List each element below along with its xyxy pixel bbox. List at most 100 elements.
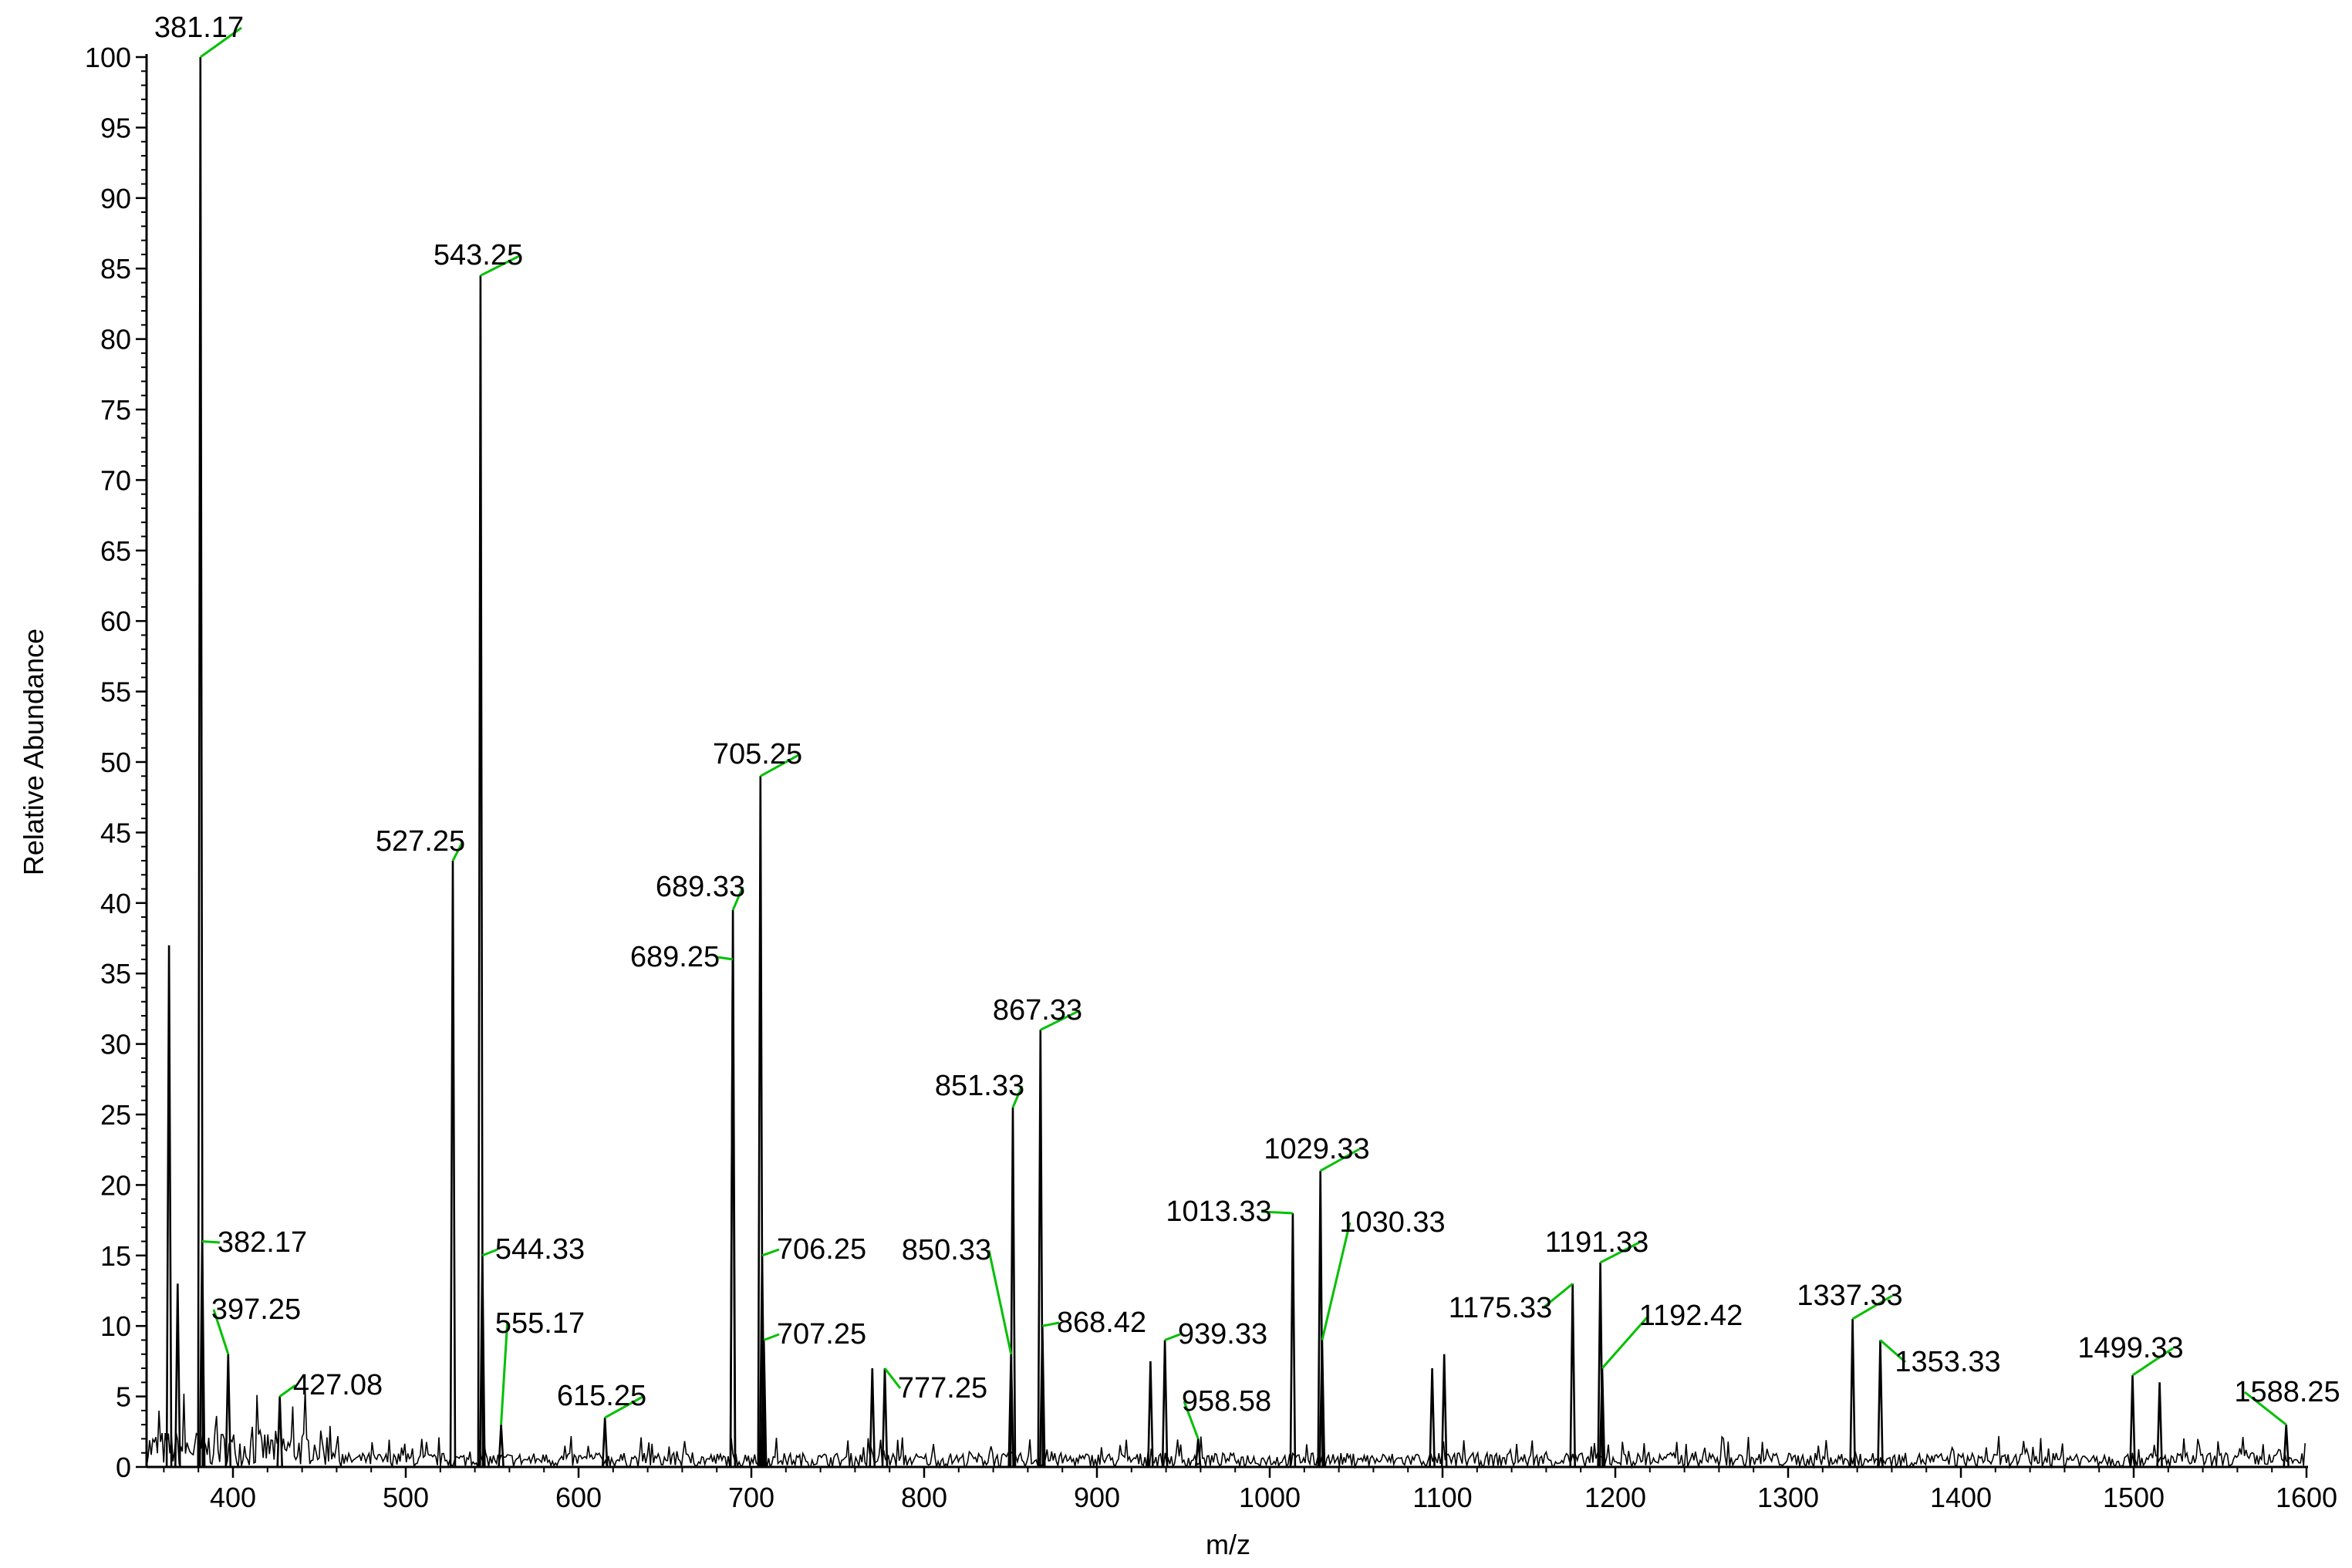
x-tick-label: 1300 xyxy=(1757,1482,1819,1513)
peak-label: 543.25 xyxy=(434,239,523,271)
peak-label-leader xyxy=(451,841,464,862)
peak-1515 xyxy=(2156,1382,2163,1468)
peak-label-leader xyxy=(987,1249,1013,1355)
peak-770 xyxy=(869,1367,876,1468)
peak-label-leader xyxy=(278,1384,296,1398)
y-tick-label: 30 xyxy=(100,1029,131,1061)
y-tick-label: 60 xyxy=(100,605,131,637)
peak-label: 1499.33 xyxy=(2077,1332,2183,1364)
peak-555.17 xyxy=(498,1425,504,1468)
peak-label-leader xyxy=(1041,1321,1060,1327)
x-tick-label: 1200 xyxy=(1584,1482,1646,1513)
peak-label-leader xyxy=(481,1248,498,1257)
peak-label: 1353.33 xyxy=(1895,1346,2000,1378)
peak-label-leader xyxy=(760,753,801,777)
peak-label: 705.25 xyxy=(713,738,802,771)
peak-label-leader xyxy=(199,26,242,59)
peak-1353.33 xyxy=(1877,1340,1884,1468)
peak-958.58 xyxy=(1194,1438,1202,1468)
y-axis-title: Relative Abundance xyxy=(18,629,49,875)
peak-label-leader xyxy=(500,1323,509,1425)
peak-label: 1191.33 xyxy=(1545,1226,1649,1259)
peak-label: 381.17 xyxy=(154,12,244,44)
peak-label: 867.33 xyxy=(993,994,1082,1027)
peak-427.08 xyxy=(276,1396,283,1468)
x-tick-label: 900 xyxy=(1074,1482,1120,1513)
peak-label: 1029.33 xyxy=(1264,1133,1369,1165)
y-tick-label: 65 xyxy=(100,535,131,567)
y-tick-label: 20 xyxy=(100,1169,131,1201)
y-tick-label: 25 xyxy=(100,1099,131,1131)
peak-939.33 xyxy=(1161,1340,1169,1468)
peak-label: 706.25 xyxy=(777,1233,866,1266)
x-tick-label: 800 xyxy=(901,1482,947,1513)
y-tick-label: 80 xyxy=(100,324,131,356)
peak-label-leader xyxy=(1321,1222,1351,1340)
peak-label-leader xyxy=(883,1367,902,1389)
x-tick-label: 1000 xyxy=(1239,1482,1301,1513)
y-tick-label: 50 xyxy=(100,747,131,778)
peak-label-leader xyxy=(1011,1085,1024,1108)
peak-label-leader xyxy=(1319,1148,1360,1172)
peak-label-leader xyxy=(1601,1315,1650,1370)
peak-1094 xyxy=(1429,1367,1436,1468)
x-axis-title: m/z xyxy=(1206,1529,1250,1560)
y-tick-label: 70 xyxy=(100,464,131,496)
peak-1175.33 xyxy=(1569,1283,1576,1468)
y-tick-label: 5 xyxy=(116,1381,131,1413)
peak-label-leader xyxy=(761,1248,780,1257)
peak-label-leader xyxy=(604,1394,645,1419)
peak-label: 939.33 xyxy=(1178,1318,1267,1351)
peak-851.33 xyxy=(1009,1107,1017,1468)
peak-label: 427.08 xyxy=(293,1369,383,1401)
peak-label-leader xyxy=(480,254,521,277)
peak-label: 1030.33 xyxy=(1339,1206,1445,1239)
peak-label: 527.25 xyxy=(376,825,465,858)
y-tick-label: 90 xyxy=(100,183,131,214)
peak-label-leader xyxy=(731,886,744,911)
peak-397.25 xyxy=(224,1354,232,1468)
y-tick-label: 15 xyxy=(100,1240,131,1272)
noise-baseline xyxy=(146,1389,2306,1469)
peak-label: 544.33 xyxy=(495,1233,585,1266)
peak-label: 707.25 xyxy=(777,1318,866,1351)
peak-label: 777.25 xyxy=(898,1372,987,1404)
peak-label-leader xyxy=(1164,1333,1181,1341)
peak-1030.33 xyxy=(1318,1340,1326,1468)
peak-label: 397.25 xyxy=(211,1293,301,1326)
peak-777.25 xyxy=(881,1367,889,1468)
peak-label-leaders xyxy=(199,26,2287,1439)
peak-label-leader xyxy=(201,1240,221,1244)
peak-label: 850.33 xyxy=(902,1234,991,1266)
peak-label-leader xyxy=(1183,1401,1200,1439)
peak-label-leader xyxy=(2131,1347,2174,1377)
peak-label-leader xyxy=(212,1309,230,1355)
y-tick-label: 45 xyxy=(100,817,131,848)
x-tick-label: 1400 xyxy=(1930,1482,1992,1513)
peak-label: 1175.33 xyxy=(1449,1292,1553,1324)
x-tick-label: 500 xyxy=(383,1482,429,1513)
peak-label-leader xyxy=(763,1333,780,1341)
peak-931 xyxy=(1147,1361,1154,1468)
y-tick-label: 75 xyxy=(100,394,131,426)
y-tick-label: 95 xyxy=(100,112,131,143)
peak-label: 868.42 xyxy=(1057,1307,1146,1339)
peak-label: 689.25 xyxy=(630,941,720,973)
y-tick-label: 35 xyxy=(100,958,131,990)
peak-381.17 xyxy=(197,56,204,1468)
peak-label-leader xyxy=(2244,1391,2287,1426)
peak-label: 851.33 xyxy=(935,1070,1024,1102)
peak-527.25 xyxy=(449,860,457,1468)
peak-867.33 xyxy=(1037,1030,1044,1468)
peak-1337.33 xyxy=(1849,1319,1856,1468)
peak-label-leader xyxy=(717,956,734,961)
peak-1499.33 xyxy=(2129,1375,2136,1468)
peak-label-leader xyxy=(1040,1009,1081,1031)
peak-labels: 381.17 382.17 397.25 427.08 527.25 543.25 544.… xyxy=(154,12,2340,1418)
peak-1013.33 xyxy=(1289,1212,1297,1468)
peak-615.25 xyxy=(601,1417,609,1468)
peak-label: 958.58 xyxy=(1182,1385,1271,1418)
y-tick-label: 100 xyxy=(85,42,131,73)
peak-label: 1588.25 xyxy=(2234,1376,2340,1408)
y-tick-label: 10 xyxy=(100,1310,131,1342)
